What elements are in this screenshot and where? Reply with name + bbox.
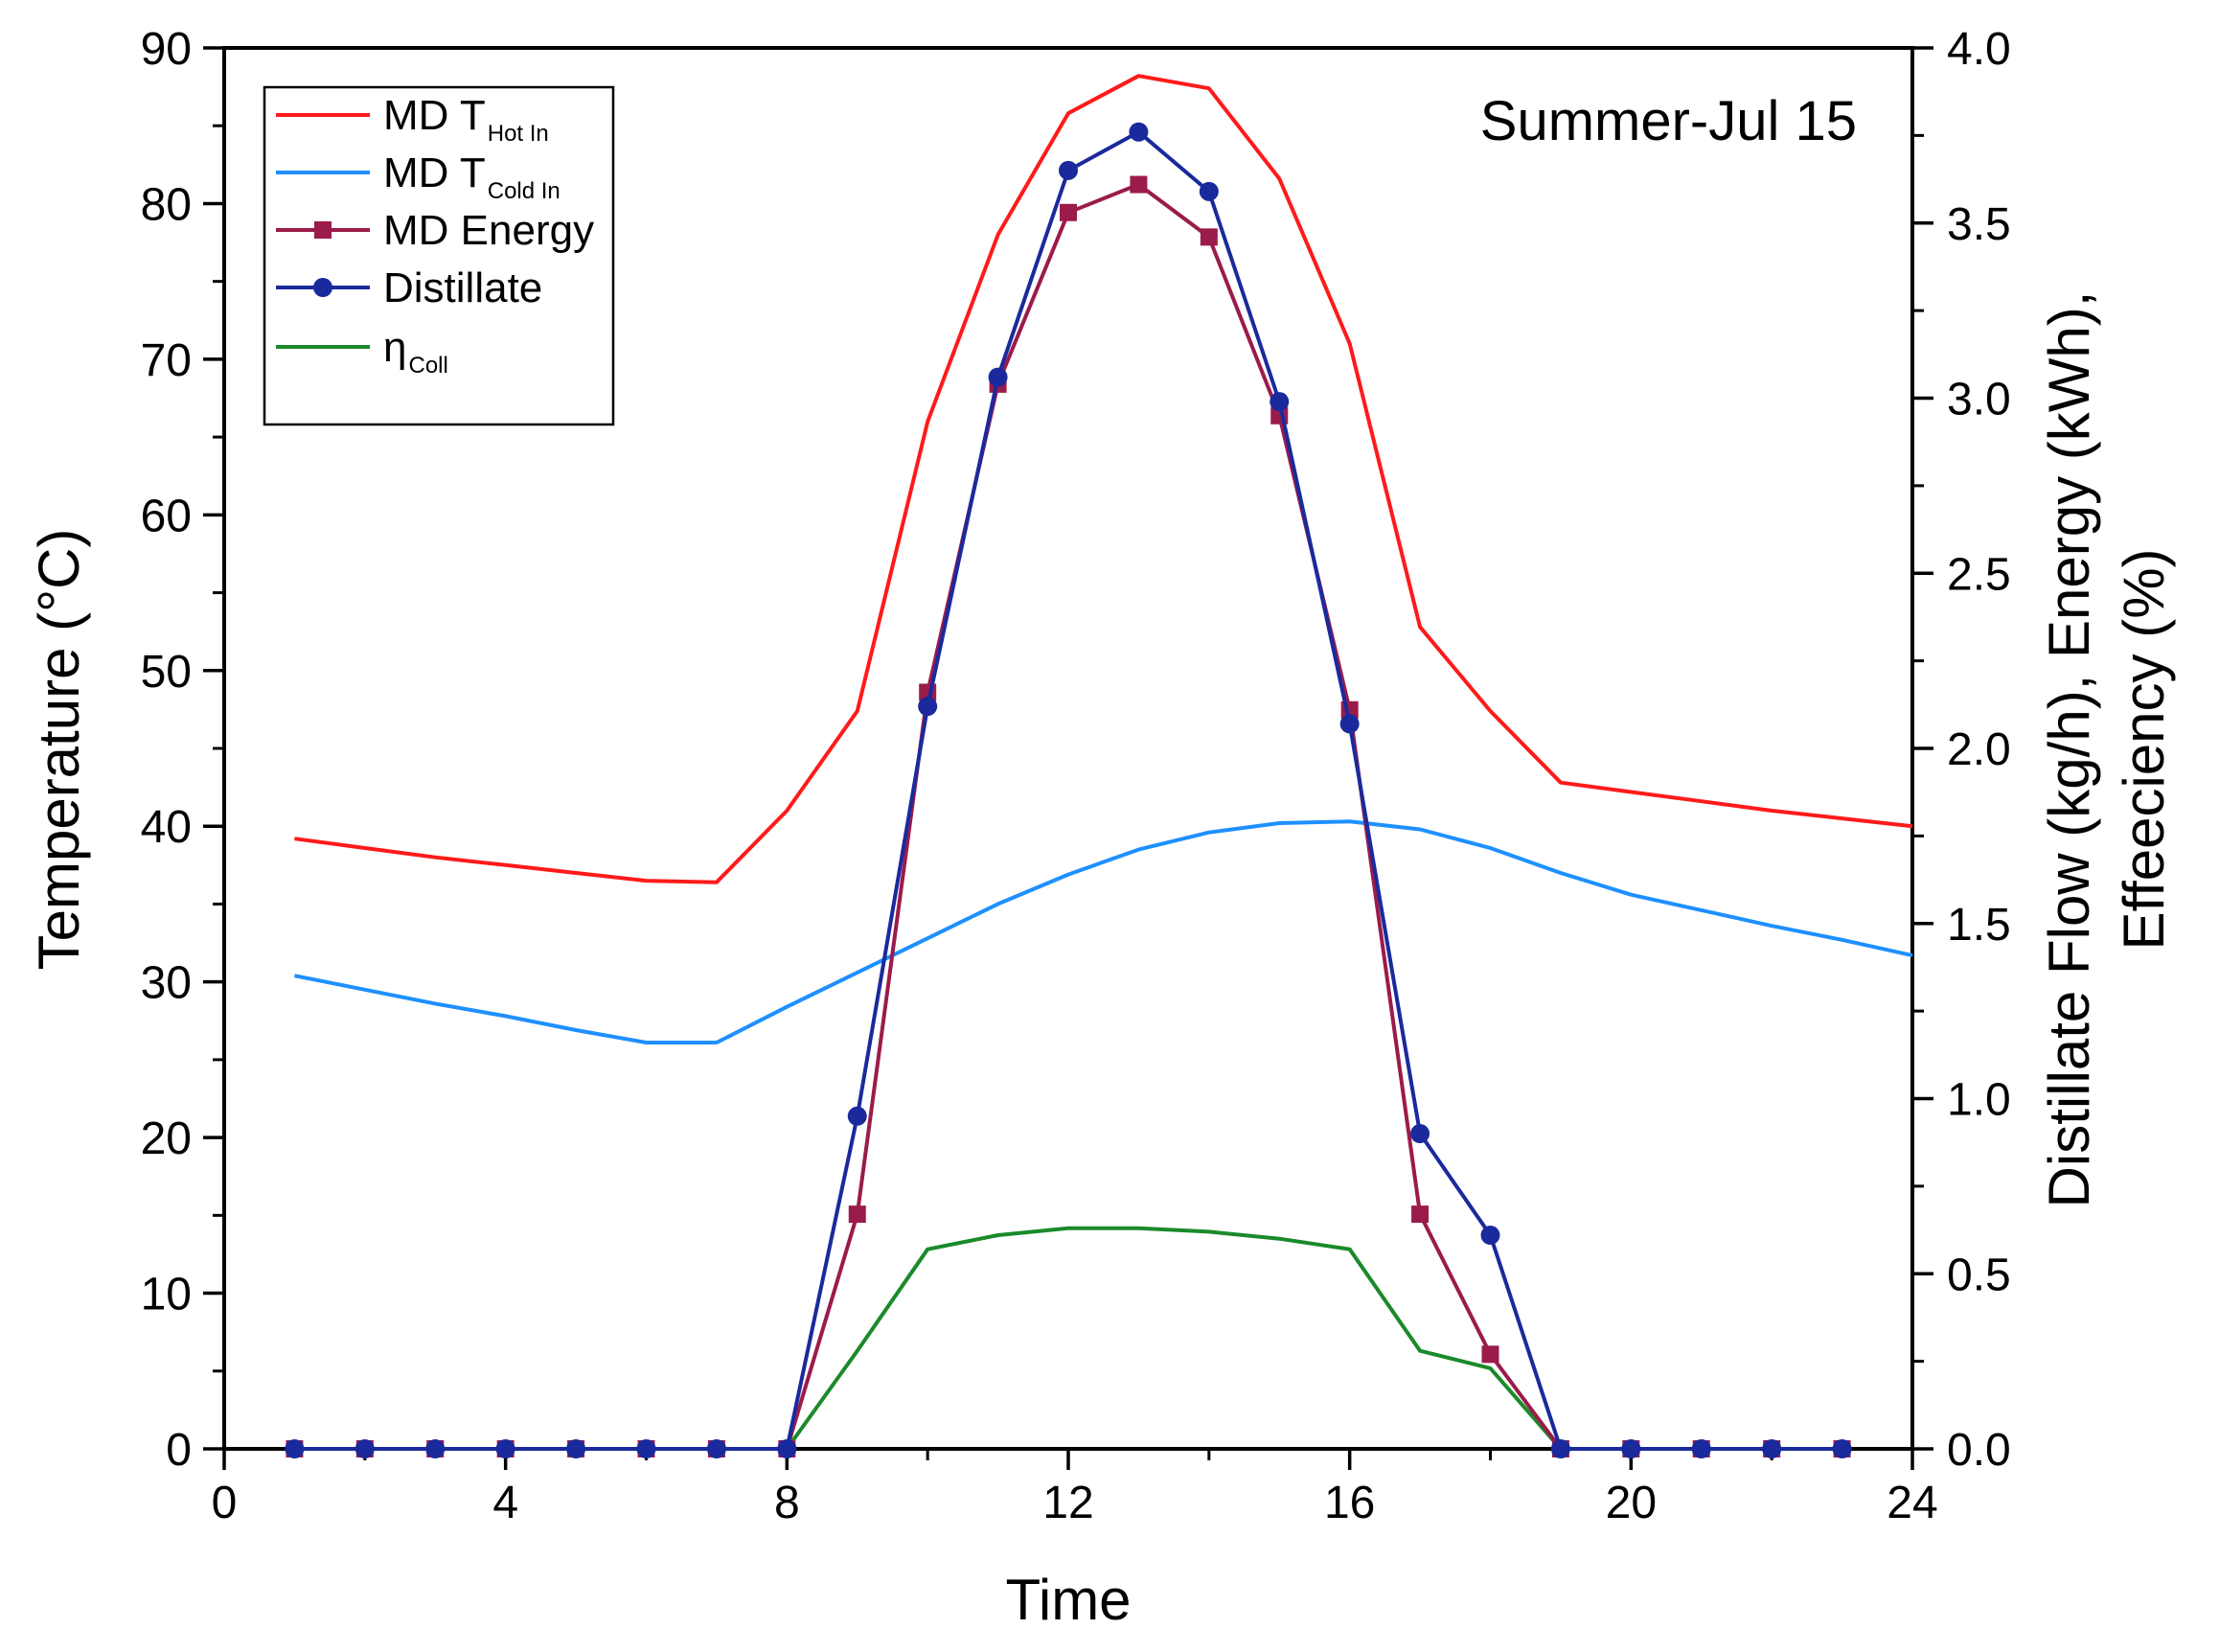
data-point-circle	[1480, 1226, 1500, 1246]
data-point-circle	[1199, 181, 1219, 201]
y-right-tick-label: 4.0	[1947, 24, 2011, 75]
x-tick-label: 4	[492, 1478, 518, 1528]
series-md-t-cold-in	[294, 819, 1913, 1044]
data-point-square	[1130, 175, 1148, 194]
y-right-tick-label: 2.0	[1947, 724, 2011, 775]
data-point-circle	[988, 367, 1008, 387]
y-right-tick-label: 1.5	[1947, 900, 2011, 951]
y-right-tick-label: 0.0	[1947, 1425, 2011, 1476]
legend-label: MD THot In	[383, 92, 549, 147]
legend-label: MD TCold In	[383, 149, 560, 204]
y-right-tick-label: 3.5	[1947, 199, 2011, 250]
data-point-circle	[1059, 160, 1078, 180]
y-left-tick-label: 50	[141, 647, 192, 698]
data-point-circle	[777, 1439, 797, 1458]
x-tick-label: 16	[1324, 1478, 1375, 1528]
y-right-tick-label: 3.0	[1947, 375, 2011, 425]
data-point-circle	[495, 1439, 515, 1458]
x-tick-label: 0	[212, 1478, 238, 1528]
legend-item: Distillate	[276, 264, 542, 311]
y-left-tick-label: 30	[141, 958, 192, 1009]
y-left-tick-label: 0	[166, 1425, 192, 1476]
data-point-circle	[285, 1439, 305, 1458]
y-left-tick-label: 40	[141, 802, 192, 853]
x-tick-label: 20	[1606, 1478, 1657, 1528]
data-point-circle	[918, 697, 938, 717]
chart-annotation: Summer-Jul 15	[1480, 90, 1857, 152]
y-right-axis-title-line1: Distillate Flow (kg/h), Energy (kWh),	[2037, 291, 2101, 1208]
data-point-circle	[1762, 1439, 1782, 1458]
legend-label: Distillate	[383, 264, 542, 311]
y-right-axis-title-line2: Effeeciency (%)	[2112, 548, 2176, 950]
legend-box	[263, 85, 615, 426]
data-point-square	[1411, 1205, 1430, 1224]
data-point-circle	[706, 1439, 726, 1458]
data-point-circle	[425, 1439, 446, 1458]
y-left-tick-label: 80	[141, 179, 192, 230]
data-point-square	[1481, 1345, 1499, 1364]
data-point-circle	[1270, 392, 1290, 412]
legend-label: ηColl	[383, 324, 448, 379]
y-right-tick-label: 0.5	[1947, 1250, 2011, 1300]
series-line	[294, 74, 1913, 884]
data-point-circle	[1691, 1439, 1711, 1458]
data-point-square	[848, 1205, 866, 1224]
legend-item: MD Energy	[276, 207, 594, 254]
y-left-tick-label: 20	[141, 1113, 192, 1164]
data-point-circle	[1832, 1439, 1852, 1458]
series-distillate	[285, 122, 1852, 1458]
series-layer	[285, 74, 1913, 1458]
x-tick-label: 12	[1042, 1478, 1093, 1528]
series-md-t-hot-in	[294, 74, 1913, 884]
data-point-circle	[355, 1439, 375, 1458]
x-tick-label: 8	[774, 1478, 800, 1528]
x-axis-title: Time	[1005, 1568, 1131, 1632]
data-point-circle	[636, 1439, 656, 1458]
series-coll	[785, 1226, 1563, 1451]
data-point-circle	[1410, 1124, 1430, 1144]
data-point-circle	[1550, 1439, 1570, 1458]
data-point-circle	[847, 1106, 867, 1126]
data-point-square	[1200, 228, 1218, 246]
axis-ticks: 0 4 8 12 16 20 24 0 10 20 30 40 50 60 70 80 90 0.0 0.5 1.0 1…	[141, 24, 2011, 1528]
x-tick-label: 24	[1887, 1478, 1937, 1528]
legend-marker	[314, 221, 332, 239]
legend-marker	[313, 278, 332, 297]
y-left-tick-label: 60	[141, 491, 192, 541]
legend-item: MD THot In	[276, 92, 549, 147]
series-line	[294, 819, 1913, 1044]
data-point-circle	[566, 1439, 586, 1458]
series-line	[785, 1226, 1563, 1451]
data-point-circle	[1339, 714, 1360, 734]
legend-item: MD TCold In	[276, 149, 560, 204]
data-point-square	[1060, 203, 1077, 221]
y-left-tick-label: 10	[141, 1270, 192, 1320]
y-left-tick-label: 70	[141, 335, 192, 386]
legend-label: MD Energy	[383, 207, 594, 254]
y-left-tick-label: 90	[141, 24, 192, 75]
data-point-circle	[1129, 122, 1149, 142]
data-point-circle	[1621, 1439, 1641, 1458]
legend-item: ηColl	[276, 324, 448, 379]
y-right-tick-label: 1.0	[1947, 1075, 2011, 1126]
y-left-axis-title: Temperature (°C)	[27, 529, 91, 971]
y-right-tick-label: 2.5	[1947, 549, 2011, 600]
